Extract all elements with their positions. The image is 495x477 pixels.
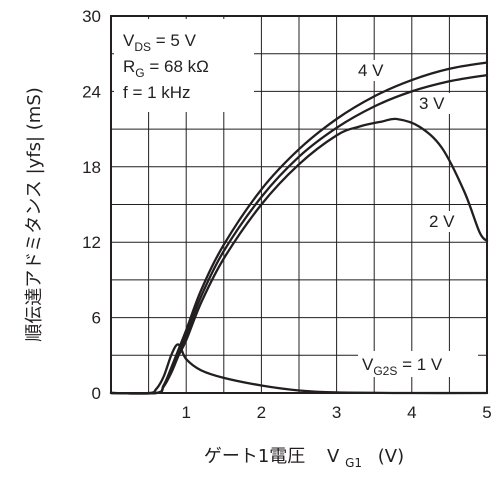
series-label: VG2S = 1 V [362,355,443,378]
grid [111,16,487,393]
series-line-4 [109,343,489,395]
y-tick-label: 0 [92,384,101,403]
series-line-3 [109,117,489,395]
x-tick-label: 3 [332,403,341,422]
condition-line: VDS = 5 V [123,31,197,54]
series-label-background [358,351,478,377]
y-tick-label: 18 [82,158,101,177]
y-axis-label: 順伝達アドミタンス |yfs| (mS) [24,87,45,342]
series-label-background [355,60,395,81]
condition-line: f = 1 kHz [123,83,191,102]
series-label: 3 V [419,94,445,113]
y-tick-label: 12 [82,233,101,252]
condition-line: RG = 68 kΩ [123,57,209,80]
x-axis-label-unit: (V) [378,446,404,467]
x-tick-label: 4 [407,403,416,422]
y-tick-label: 24 [82,82,101,101]
y-tick-label: 6 [92,309,101,328]
x-tick-label: 2 [257,403,266,422]
series-label-background [416,93,456,114]
x-axis-label-subscript: G1 [345,456,362,470]
conditions-background [114,19,254,112]
x-axis-label-main: ゲート1電圧 [204,446,305,467]
x-axis-label-symbol: V [327,446,340,467]
plot-frame [110,15,488,394]
series-label-background [426,211,466,232]
x-tick-label: 1 [181,403,190,422]
conditions-box: VDS = 5 V RG = 68 kΩ f = 1 kHz [114,19,254,112]
series-labels: 4 V 3 V 2 V VG2S = 1 V [355,60,478,378]
series-label: 4 V [358,61,384,80]
x-tick-label: 5 [482,403,491,422]
y-tick-label: 30 [82,7,101,26]
series-group [109,61,489,395]
series-label: 2 V [429,212,455,231]
x-axis-label: ゲート1電圧 V G1 (V) [204,446,404,472]
